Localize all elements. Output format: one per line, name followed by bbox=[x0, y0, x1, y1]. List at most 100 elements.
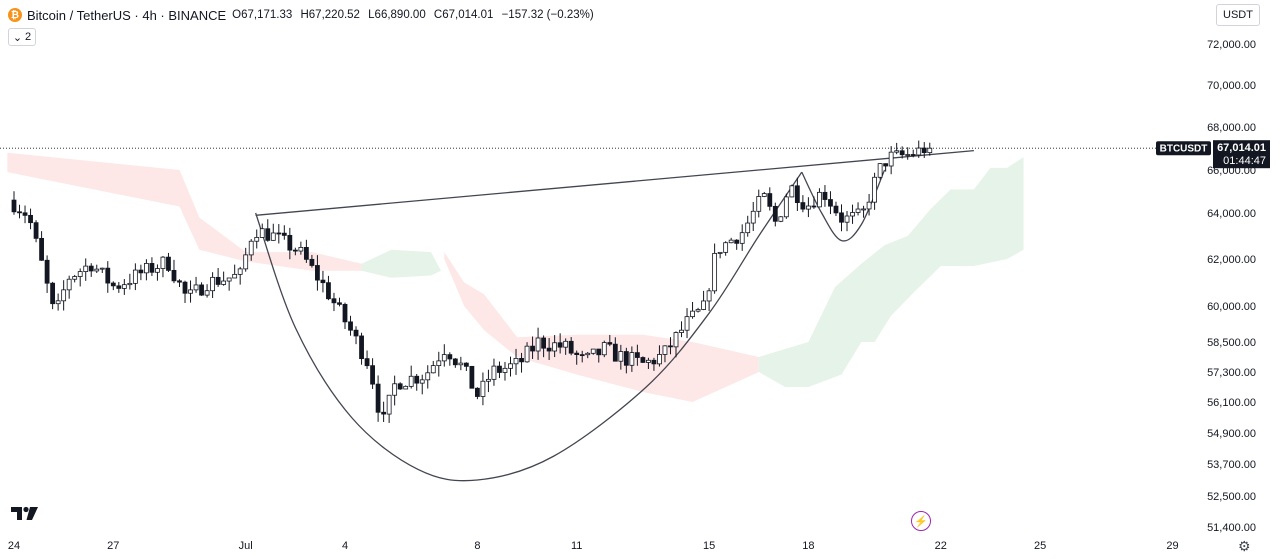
candle-body bbox=[281, 232, 287, 236]
candle-body bbox=[160, 256, 166, 269]
candle-body bbox=[215, 276, 221, 285]
candle-body bbox=[817, 191, 822, 208]
candle-body bbox=[337, 302, 342, 305]
candle-body bbox=[839, 212, 844, 223]
candle-body bbox=[232, 273, 238, 279]
time-tick-label: 22 bbox=[935, 540, 947, 552]
candle-body bbox=[11, 199, 17, 213]
candle-body bbox=[83, 265, 89, 272]
candle-body bbox=[72, 276, 78, 280]
candle-body bbox=[772, 205, 778, 222]
candle-body bbox=[298, 247, 304, 252]
time-axis[interactable]: 24 27 Jul 4 8 11 15 18 22 25 29 bbox=[8, 540, 1179, 552]
price-tick-label: 64,000.00 bbox=[1207, 208, 1256, 220]
currency-select[interactable]: USDT bbox=[1216, 4, 1260, 26]
lightning-icon[interactable]: ⚡ bbox=[911, 511, 931, 531]
price-tick-label: 51,400.00 bbox=[1207, 522, 1256, 534]
candle-body bbox=[408, 375, 414, 387]
candle-body bbox=[276, 232, 282, 235]
price-tag-value: 67,014.01 bbox=[1217, 142, 1266, 154]
candle-body bbox=[927, 147, 933, 154]
candle-body bbox=[127, 282, 133, 286]
time-tick-label: 4 bbox=[342, 540, 348, 552]
candle-body bbox=[469, 365, 475, 389]
candle-body bbox=[441, 354, 447, 362]
price-axis[interactable]: 72,000.0070,000.0068,000.0066,000.0064,0… bbox=[1207, 39, 1256, 534]
price-tick-label: 72,000.00 bbox=[1207, 39, 1256, 51]
candle-body bbox=[105, 267, 111, 284]
candle-body bbox=[474, 387, 480, 397]
candlestick-series bbox=[11, 140, 933, 423]
candle-body bbox=[557, 342, 563, 348]
candle-body bbox=[623, 351, 629, 366]
candle-body bbox=[292, 249, 298, 252]
candle-body bbox=[607, 342, 613, 345]
candle-body bbox=[761, 193, 767, 197]
candle-body bbox=[28, 214, 33, 224]
candle-body bbox=[717, 251, 723, 254]
candle-body bbox=[397, 383, 403, 390]
candle-body bbox=[833, 205, 839, 214]
candle-body bbox=[303, 247, 309, 260]
candle-body bbox=[436, 360, 442, 367]
candle-body bbox=[519, 357, 524, 363]
candle-body bbox=[783, 196, 789, 218]
candle-body bbox=[348, 321, 353, 331]
candle-body bbox=[750, 210, 756, 224]
candle-body bbox=[695, 309, 701, 312]
candle-body bbox=[552, 342, 558, 352]
candle-body bbox=[855, 208, 861, 213]
candle-body bbox=[596, 348, 602, 356]
indicators-toggle-button[interactable]: ⌄ 2 bbox=[8, 28, 36, 46]
candle-body bbox=[916, 147, 922, 156]
candle-body bbox=[359, 335, 364, 360]
candle-body bbox=[905, 154, 911, 156]
bearish-cloud bbox=[7, 152, 362, 271]
candle-body bbox=[800, 202, 806, 210]
candle-body bbox=[574, 352, 580, 356]
candle-body bbox=[921, 147, 927, 154]
candle-body bbox=[497, 365, 502, 373]
candle-body bbox=[221, 280, 227, 285]
candle-body bbox=[204, 290, 210, 296]
candle-body bbox=[585, 352, 591, 356]
candle-body bbox=[50, 282, 56, 305]
cup-curve[interactable] bbox=[255, 171, 803, 482]
candle-body bbox=[259, 228, 265, 238]
candle-body bbox=[866, 201, 872, 210]
tradingview-logo-icon[interactable] bbox=[11, 505, 41, 521]
candle-body bbox=[370, 365, 375, 385]
candle-body bbox=[651, 359, 657, 365]
price-tick-label: 56,100.00 bbox=[1207, 397, 1256, 409]
candle-body bbox=[899, 150, 905, 156]
candle-body bbox=[883, 163, 889, 167]
candle-body bbox=[177, 280, 182, 283]
candle-body bbox=[110, 282, 116, 287]
candle-body bbox=[326, 282, 331, 300]
candle-body bbox=[789, 185, 795, 198]
gear-icon[interactable]: ⚙ bbox=[1238, 538, 1251, 554]
candle-body bbox=[210, 276, 216, 292]
candle-body bbox=[248, 240, 254, 256]
price-tag bbox=[1213, 140, 1270, 169]
bullish-cloud bbox=[361, 249, 441, 278]
candle-body bbox=[419, 379, 425, 384]
symbol-tag bbox=[1156, 141, 1211, 156]
candle-body bbox=[568, 340, 574, 354]
candle-body bbox=[590, 348, 596, 354]
candle-body bbox=[403, 385, 409, 390]
candle-body bbox=[794, 185, 800, 203]
candle-body bbox=[767, 193, 773, 207]
candle-body bbox=[673, 332, 679, 348]
candle-body bbox=[861, 208, 866, 211]
candle-body bbox=[243, 254, 249, 270]
resistance-trendline[interactable] bbox=[255, 150, 974, 216]
candle-body bbox=[728, 239, 734, 244]
candle-body bbox=[331, 298, 337, 304]
candle-body bbox=[844, 215, 850, 223]
symbol-title[interactable]: Bitcoin / TetherUS · 4h · BINANCE bbox=[27, 7, 227, 23]
candle-body bbox=[116, 285, 122, 289]
candle-body bbox=[77, 271, 83, 277]
candle-body bbox=[17, 211, 22, 214]
